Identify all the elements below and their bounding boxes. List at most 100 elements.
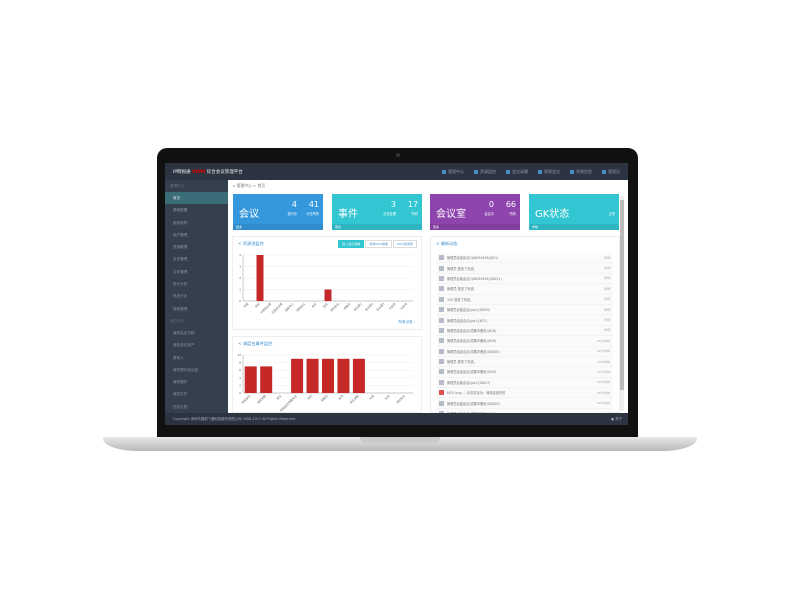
x-tick-label: 区县会议室 bbox=[271, 302, 284, 315]
user-icon bbox=[439, 359, 444, 365]
activity-message: 管理员创建会议(gw1)(ID627) bbox=[447, 380, 491, 385]
x-tick-label: 会议室1 bbox=[353, 302, 363, 312]
sidebar-item[interactable]: 资源管理 bbox=[173, 245, 188, 250]
card-footer-link[interactable]: 更多 bbox=[233, 224, 323, 230]
top-links: 管理中心 资源监控 会议录播 视频会议 系统信息 管理员 bbox=[442, 169, 620, 175]
activity-item: 管理员结束会议(成鹏市备用)(626) 70分钟前 bbox=[437, 367, 613, 378]
x-tick-label: 测试 bbox=[254, 302, 261, 309]
sidebar-item[interactable]: 我的文件 bbox=[173, 392, 188, 397]
bar bbox=[291, 358, 304, 393]
sidebar-item[interactable]: 文件管理 bbox=[173, 269, 188, 274]
x-tick-label: 监控 bbox=[322, 302, 329, 309]
chart-tab[interactable]: 有效MCU数量 bbox=[365, 240, 393, 248]
x-tick-label: 测试会议 bbox=[329, 302, 340, 313]
meeting-icon bbox=[439, 255, 444, 261]
sidebar-item[interactable]: 用户管理 bbox=[173, 232, 188, 237]
sidebar: 管理中心首页基础配置组织架构用户管理资源管理会议管理文件管理统计分析系统日志授权… bbox=[165, 180, 228, 413]
sidebar-item[interactable]: 授权管理 bbox=[173, 306, 188, 311]
sidebar-item[interactable]: 联系人 bbox=[173, 355, 184, 360]
y-tick-label: 3 bbox=[239, 265, 241, 269]
card-number: 0 bbox=[488, 200, 494, 209]
sidebar-item[interactable]: 组织架构 bbox=[173, 220, 188, 225]
activity-panel: < 最新动态 管理员结束会议(Qt8054958)(621) 刚刚 管理员 登录了系… bbox=[430, 236, 620, 420]
top-link[interactable]: 管理中心 bbox=[442, 169, 464, 175]
card-title: 会议 bbox=[239, 209, 259, 220]
card-title: GK状态 bbox=[535, 209, 570, 220]
stat-card[interactable]: 事件 3 17 正在处理 所有 更多 bbox=[332, 194, 422, 230]
about-link[interactable]: ● 关于 bbox=[611, 417, 622, 421]
stat-card[interactable]: 会议室 0 66 会议中 所有 更多 bbox=[430, 194, 520, 230]
card-footer-link[interactable]: 详情 bbox=[529, 224, 619, 230]
breadcrumb-home[interactable]: 管理中心 bbox=[236, 183, 252, 188]
activity-item: 管理员创建会议(gw1)(ID627) 80分钟前 bbox=[437, 377, 613, 389]
meeting-icon bbox=[439, 317, 444, 323]
activity-message: 管理员创建会议(成鹏市备用)(ID626) bbox=[447, 401, 500, 406]
bar bbox=[256, 255, 264, 301]
sidebar-item[interactable]: 首页 bbox=[165, 192, 228, 205]
card-label: 所有 bbox=[509, 212, 516, 216]
x-tick-label: 主会场 bbox=[399, 302, 408, 311]
scrollbar[interactable] bbox=[620, 196, 624, 411]
activity-message: 管理员创建会议(Qt8054958)(ID621) bbox=[447, 276, 502, 281]
bar bbox=[324, 289, 332, 301]
activity-item: MCU bug---- 状态变化为：网络连接失败 80分钟前 bbox=[437, 388, 613, 399]
chart-tab[interactable]: MCU使用率 bbox=[393, 240, 417, 248]
meeting-icon bbox=[439, 400, 444, 406]
sidebar-item[interactable]: 基础配置 bbox=[173, 208, 188, 213]
activity-time: 70分钟前 bbox=[597, 369, 610, 374]
activity-time: 刚刚 bbox=[603, 286, 610, 291]
sidebar-group: 管理中心 bbox=[170, 184, 185, 188]
activity-item: 管理员结束会议(成鹏市备用)(626) 60分钟前 bbox=[437, 336, 613, 347]
sidebar-item[interactable]: 在线文档 bbox=[173, 404, 188, 409]
meeting-icon bbox=[439, 338, 444, 344]
activity-message: MCU bug---- 状态变化为：网络连接失败 bbox=[447, 391, 506, 396]
activity-time: 刚刚 bbox=[603, 276, 610, 281]
top-link[interactable]: 系统信息 bbox=[570, 169, 592, 175]
activity-item: 管理员创建会议(Qt8054958)(ID621) 刚刚 bbox=[437, 273, 613, 285]
sidebar-item[interactable]: 我的会议日程 bbox=[173, 330, 195, 335]
bar bbox=[260, 366, 273, 393]
y-tick-label: 4 bbox=[239, 376, 241, 380]
sidebar-item[interactable]: 会议管理 bbox=[173, 257, 188, 262]
card-title: 事件 bbox=[338, 209, 358, 220]
card-label: 正常 bbox=[608, 212, 615, 216]
top-link[interactable]: 管理员 bbox=[602, 169, 620, 175]
y-tick-label: 2 bbox=[239, 383, 241, 387]
activity-time: 刚刚 bbox=[603, 328, 610, 333]
activity-item: 管理员 登录了系统。 刚刚 bbox=[437, 263, 613, 274]
bar bbox=[337, 358, 350, 393]
x-tick-label: 会议 bbox=[311, 302, 318, 309]
top-link[interactable]: 视频会议 bbox=[538, 169, 560, 175]
activity-item: 管理员结束会议(Qt8054958)(621) 刚刚 bbox=[437, 253, 613, 264]
card-footer-link[interactable]: 更多 bbox=[332, 224, 422, 230]
x-tick-label: 视频会议 bbox=[295, 302, 306, 313]
card-footer-link[interactable]: 更多 bbox=[430, 224, 520, 230]
y-tick-label: 6 bbox=[239, 368, 241, 372]
activity-message: 管理员结束会议(成鹏市备用)(626) bbox=[447, 339, 497, 344]
x-tick-label: 调度台 bbox=[320, 394, 329, 403]
x-tick-label: 分会 bbox=[368, 394, 375, 401]
card-number: 17 bbox=[407, 200, 418, 209]
activity-message: 管理员 登录了系统。 bbox=[447, 287, 477, 292]
top-link[interactable]: 会议录播 bbox=[506, 169, 528, 175]
card-number: 66 bbox=[505, 200, 516, 209]
sidebar-item[interactable]: 系统日志 bbox=[173, 294, 188, 299]
sidebar-item[interactable]: 我的预约会议室 bbox=[173, 367, 199, 372]
sidebar-item[interactable]: 我的操作 bbox=[173, 380, 188, 385]
sidebar-item[interactable]: 我的会议资产 bbox=[173, 343, 195, 348]
y-tick-label: 1 bbox=[239, 288, 241, 292]
chart-tab[interactable]: 接入会议室数 bbox=[338, 240, 365, 248]
meeting-icon bbox=[439, 379, 444, 385]
activity-time: 80分钟前 bbox=[597, 390, 610, 395]
stat-card[interactable]: GK状态 正常详情 bbox=[529, 194, 619, 230]
user-icon bbox=[439, 265, 444, 271]
card-label: 今日所有 bbox=[306, 212, 319, 216]
y-tick-label: 2 bbox=[239, 276, 241, 280]
activity-message: 管理员结束会议(gw1)(627) bbox=[447, 318, 488, 323]
sidebar-item[interactable]: 统计分析 bbox=[173, 282, 188, 287]
top-link[interactable]: 资源监控 bbox=[474, 169, 496, 175]
all-records-link[interactable]: 所有记录 › bbox=[398, 320, 415, 324]
x-tick-label: 市局 bbox=[243, 302, 250, 309]
stat-card[interactable]: 会议 4 41 进行中 今日所有 更多 bbox=[233, 194, 323, 230]
laptop-notch bbox=[360, 437, 440, 443]
